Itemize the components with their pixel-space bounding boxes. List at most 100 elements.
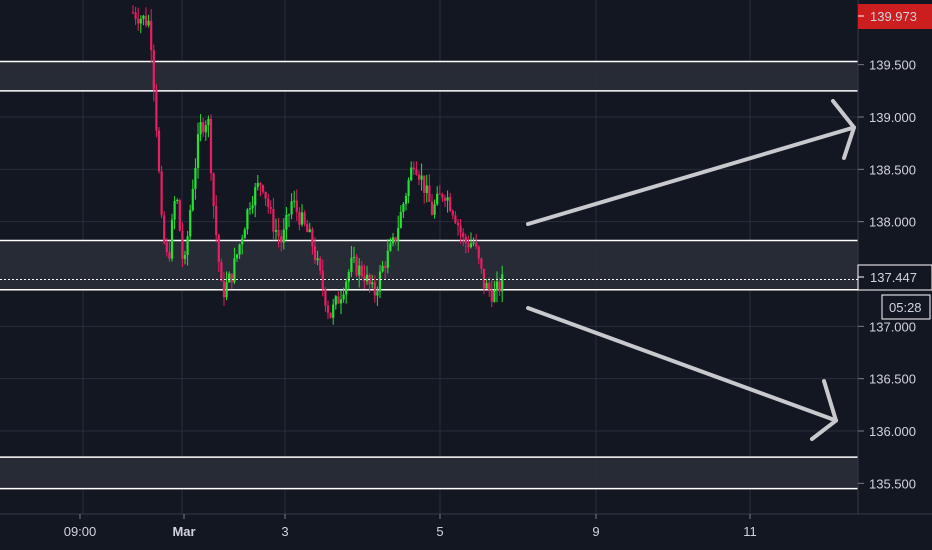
candle: [256, 175, 259, 191]
candle: [165, 238, 168, 257]
candle: [423, 175, 426, 204]
candle: [394, 236, 397, 246]
candle-body: [477, 246, 480, 259]
candle-body: [407, 180, 410, 196]
candle-body: [316, 258, 319, 261]
candle-body: [345, 281, 348, 295]
candle: [329, 312, 332, 319]
candle: [363, 264, 366, 290]
time-tick-label: 5: [436, 524, 443, 539]
price-axis-ticks[interactable]: 139.500 139.000 138.500 138.000 137.000 136.5…: [858, 58, 916, 492]
candle-body: [176, 199, 179, 202]
candle-body: [181, 230, 184, 259]
candle-body: [363, 276, 366, 282]
candle-body: [490, 289, 493, 302]
candle-body: [287, 214, 291, 216]
candle: [277, 217, 280, 248]
candle-body: [420, 175, 423, 180]
candle-body: [425, 185, 428, 193]
candle: [410, 161, 413, 182]
projection-arrow-down: [526, 306, 838, 423]
candle-body: [467, 243, 470, 248]
high-price-label: 139.973: [870, 9, 917, 24]
candle-body: [415, 169, 418, 175]
candle-body: [501, 274, 504, 292]
candle: [269, 200, 272, 215]
candle: [381, 261, 384, 273]
arrowhead-down-icon: [810, 379, 838, 441]
candle: [303, 210, 306, 227]
candle: [402, 201, 405, 219]
candle: [490, 280, 493, 308]
candle: [173, 196, 176, 230]
candle: [222, 272, 226, 307]
candle: [488, 277, 491, 297]
candle: [446, 190, 449, 213]
candle-body: [373, 282, 376, 296]
candle-body: [313, 246, 317, 261]
candle-body: [456, 222, 460, 226]
candle-body: [378, 271, 382, 292]
candle-body: [459, 225, 462, 233]
candle-body: [137, 18, 140, 24]
candle-body: [209, 118, 213, 174]
candle-body: [186, 236, 189, 255]
candle: [207, 115, 210, 138]
candle: [131, 5, 135, 14]
candle-body: [165, 242, 168, 253]
candle-body: [493, 290, 496, 302]
candle-body: [332, 304, 335, 318]
candle: [191, 179, 194, 212]
candle-body: [449, 197, 452, 211]
current-price-marker: 137.447: [857, 264, 932, 291]
candle-body: [371, 282, 374, 285]
time-tick-label: Mar: [172, 524, 195, 539]
candle: [373, 275, 376, 303]
candle: [456, 218, 460, 236]
candle-body: [144, 15, 148, 26]
candle-body: [394, 237, 397, 241]
candle: [290, 193, 293, 220]
candle-body: [495, 281, 499, 291]
candle: [282, 218, 285, 250]
candle: [306, 219, 309, 233]
candle-body: [389, 243, 392, 251]
candle-body: [168, 252, 171, 259]
candle: [467, 235, 470, 253]
candle-body: [319, 258, 322, 271]
candle-body: [410, 167, 413, 181]
candle-body: [482, 268, 486, 289]
candle: [462, 228, 465, 247]
candle-body: [337, 296, 340, 304]
candle: [472, 237, 475, 247]
candle-body: [446, 197, 449, 201]
candle-body: [391, 237, 395, 244]
candle-body: [207, 118, 210, 126]
time-axis-ticks[interactable]: 09:00 Mar 3 5 9 11: [64, 514, 757, 539]
candle-body: [475, 242, 478, 247]
candle: [285, 206, 288, 241]
candle-body: [397, 227, 400, 241]
candle-body: [178, 199, 181, 231]
candle: [274, 218, 278, 241]
candle: [217, 233, 220, 272]
candle: [204, 120, 207, 141]
candle-body: [139, 18, 142, 24]
candle: [147, 14, 150, 28]
candle-body: [352, 256, 356, 258]
candle: [501, 265, 504, 303]
candle: [293, 190, 296, 208]
candle-body: [472, 242, 475, 244]
candle: [199, 113, 202, 142]
candle-body: [147, 20, 150, 26]
candle: [295, 189, 298, 221]
candle-body: [441, 194, 444, 198]
current-price-label: 137.447: [870, 270, 917, 285]
candle: [386, 239, 389, 274]
candle: [243, 227, 246, 239]
candle-body: [488, 282, 491, 290]
candle: [417, 170, 421, 186]
time-tick-label: 3: [281, 524, 288, 539]
candle: [464, 233, 467, 254]
